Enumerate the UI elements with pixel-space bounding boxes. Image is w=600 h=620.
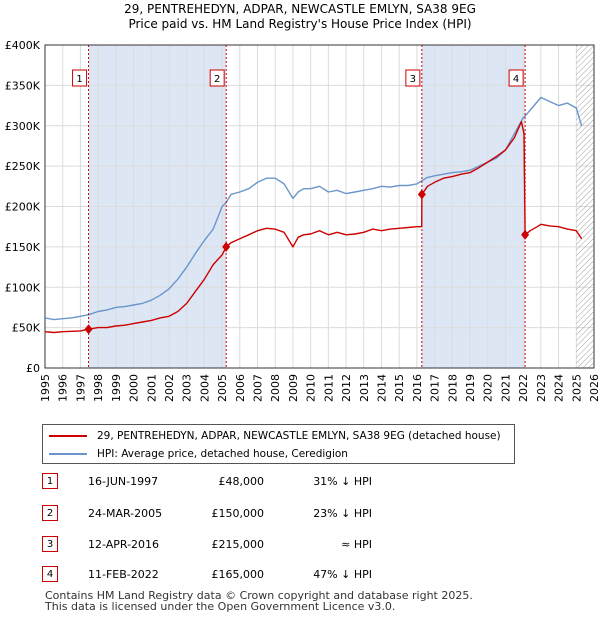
chart-subtitle: Price paid vs. HM Land Registry's House … — [128, 17, 471, 31]
transaction-date: 16-JUN-1997 — [88, 475, 159, 488]
y-tick-label: £100K — [5, 281, 41, 294]
x-tick-label: 2004 — [198, 374, 211, 402]
table-row: 1 16-JUN-1997 £48,000 31% ↓ HPI — [42, 473, 462, 493]
y-tick-label: £0 — [26, 362, 40, 375]
marker-label-1: 1 — [76, 74, 82, 85]
transaction-price: £150,000 — [211, 507, 265, 520]
y-tick-label: £300K — [5, 120, 41, 133]
y-tick-label: £250K — [5, 160, 41, 173]
x-tick-label: 2001 — [145, 374, 158, 402]
marker-box-frame — [405, 69, 421, 87]
y-tick-label: £200K — [5, 201, 41, 214]
x-tick-label: 2011 — [322, 374, 335, 402]
legend-label-hpi: HPI: Average price, detached house, Cere… — [97, 448, 348, 460]
x-tick-label: 1996 — [57, 374, 70, 402]
y-tick-label: £50K — [12, 322, 41, 335]
x-tick-label: 2010 — [305, 374, 318, 402]
transaction-number: 3 — [42, 536, 58, 552]
sale-point-3 — [417, 189, 426, 200]
transaction-number: 1 — [42, 473, 58, 489]
transaction-date: 11-FEB-2022 — [88, 568, 159, 581]
x-tick-label: 2020 — [482, 374, 495, 402]
x-tick-label: 2002 — [163, 374, 176, 402]
x-tick-label: 2012 — [340, 374, 353, 402]
price-chart: 29, PENTREHEDYN, ADPAR, NEWCASTLE EMLYN,… — [5, 2, 600, 402]
x-tick-label: 2000 — [128, 374, 141, 402]
marker-box-2: 2 — [209, 69, 225, 87]
sale-point-4 — [521, 229, 530, 240]
legend-label-price: 29, PENTREHEDYN, ADPAR, NEWCASTLE EMLYN,… — [97, 430, 501, 442]
legend: 29, PENTREHEDYN, ADPAR, NEWCASTLE EMLYN,… — [42, 424, 515, 464]
transaction-hpi: 47% ↓ HPI — [313, 568, 372, 581]
transaction-date: 12-APR-2016 — [88, 538, 160, 551]
table-row: 3 12-APR-2016 £215,000 ≈ HPI — [42, 536, 462, 556]
x-tick-label: 2022 — [517, 374, 530, 402]
transaction-number: 4 — [42, 566, 58, 582]
sale-point-1 — [84, 324, 93, 335]
table-row: 2 24-MAR-2005 £150,000 23% ↓ HPI — [42, 505, 462, 525]
marker-label-4: 4 — [513, 74, 519, 85]
x-tick-label: 1997 — [74, 374, 87, 402]
x-tick-label: 2005 — [216, 374, 229, 402]
x-tick-label: 2017 — [429, 374, 442, 402]
footer-licence: This data is licensed under the Open Gov… — [45, 600, 396, 613]
forecast-region — [576, 45, 594, 368]
x-tick-label: 2023 — [535, 374, 548, 402]
y-tick-label: £400K — [5, 39, 41, 52]
transaction-date: 24-MAR-2005 — [88, 507, 163, 520]
chart-title: 29, PENTREHEDYN, ADPAR, NEWCASTLE EMLYN,… — [124, 2, 476, 16]
marker-box-frame — [72, 69, 88, 87]
x-tick-label: 2007 — [252, 374, 265, 402]
transaction-number: 2 — [42, 505, 58, 521]
x-tick-label: 2008 — [269, 374, 282, 402]
x-tick-label: 2021 — [499, 374, 512, 402]
legend-swatch-price — [49, 435, 87, 437]
x-tick-label: 2026 — [588, 374, 600, 402]
transaction-hpi: 23% ↓ HPI — [313, 507, 372, 520]
marker-box-4: 4 — [508, 69, 524, 87]
sale-point-2 — [222, 241, 231, 252]
y-tick-label: £350K — [5, 79, 41, 92]
x-tick-label: 2006 — [234, 374, 247, 402]
x-tick-label: 2013 — [358, 374, 371, 402]
transaction-hpi: ≈ HPI — [341, 538, 372, 551]
transaction-hpi: 31% ↓ HPI — [313, 475, 372, 488]
x-tick-label: 1995 — [39, 374, 52, 402]
x-tick-label: 2016 — [411, 374, 424, 402]
legend-item-hpi: HPI: Average price, detached house, Cere… — [49, 445, 348, 463]
x-tick-label: 2003 — [181, 374, 194, 402]
transaction-price: £215,000 — [211, 538, 265, 551]
marker-box-frame — [209, 69, 225, 87]
marker-box-1: 1 — [72, 69, 88, 87]
x-tick-label: 2025 — [570, 374, 583, 402]
transaction-price: £48,000 — [218, 475, 265, 488]
table-row: 4 11-FEB-2022 £165,000 47% ↓ HPI — [42, 566, 462, 586]
marker-label-3: 3 — [410, 74, 416, 85]
footer-copyright: Contains HM Land Registry data © Crown c… — [45, 589, 473, 602]
transaction-price: £165,000 — [211, 568, 265, 581]
footer: Contains HM Land Registry data © Crown c… — [45, 590, 473, 612]
legend-item-price: 29, PENTREHEDYN, ADPAR, NEWCASTLE EMLYN,… — [49, 427, 501, 445]
x-tick-label: 2015 — [393, 374, 406, 402]
marker-box-frame — [508, 69, 524, 87]
x-tick-label: 1998 — [92, 374, 105, 402]
x-tick-label: 2024 — [553, 374, 566, 402]
x-tick-label: 2019 — [464, 374, 477, 402]
marker-label-2: 2 — [214, 74, 220, 85]
x-tick-label: 2009 — [287, 374, 300, 402]
legend-swatch-hpi — [49, 453, 87, 455]
marker-box-3: 3 — [405, 69, 421, 87]
series-line-hpi — [44, 96, 583, 321]
x-tick-label: 1999 — [110, 374, 123, 402]
x-tick-label: 2014 — [375, 374, 388, 402]
x-tick-label: 2018 — [446, 374, 459, 402]
y-tick-label: £150K — [5, 241, 41, 254]
series-line-price — [44, 121, 583, 334]
